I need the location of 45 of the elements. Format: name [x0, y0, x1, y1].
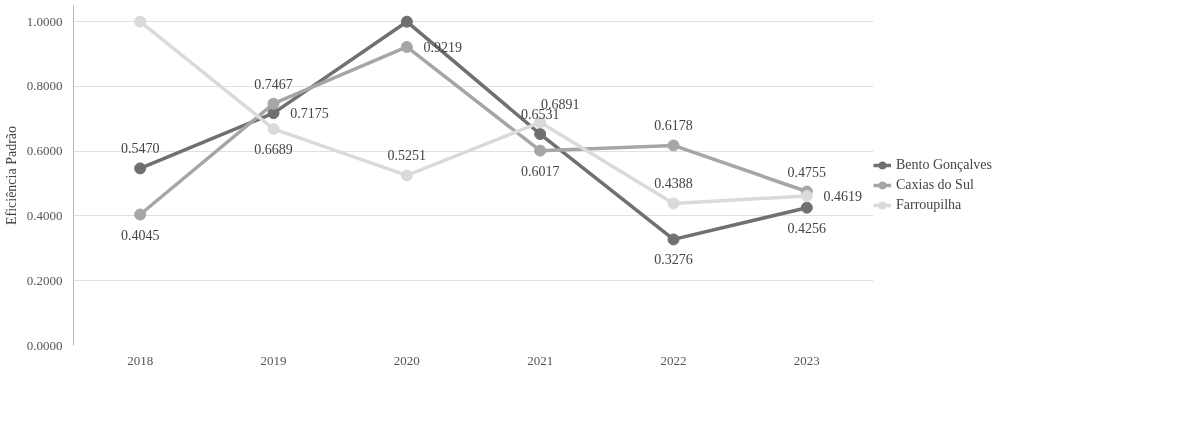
- x-tick-label: 2023: [793, 352, 820, 368]
- data-label: 0.6017: [520, 163, 560, 179]
- data-label: 0.7175: [290, 106, 329, 122]
- point: [800, 189, 813, 202]
- y-tick-label: 0.4000: [26, 207, 63, 223]
- point: [400, 169, 413, 182]
- x-tick-label: 2018: [127, 352, 154, 368]
- y-tick-label: 0.6000: [26, 143, 63, 159]
- data-label: 0.5251: [387, 148, 427, 164]
- data-label: 0.4045: [120, 227, 160, 243]
- y-tick-label: 0.8000: [26, 78, 63, 94]
- data-label: 0.4755: [787, 164, 827, 180]
- point: [400, 15, 413, 28]
- point: [400, 40, 413, 53]
- data-label: 0.7467: [254, 76, 293, 92]
- point: [267, 97, 280, 110]
- data-label: 0.4619: [823, 188, 863, 204]
- legend-label: Caxias do Sul: [896, 177, 974, 193]
- point: [800, 201, 813, 214]
- point: [267, 122, 280, 135]
- y-tick-label: 0.0000: [26, 337, 63, 353]
- data-label: 0.4256: [787, 220, 827, 236]
- data-label: 0.3276: [654, 252, 693, 268]
- point: [534, 128, 547, 141]
- y-axis-title: Eficiência Padrão: [3, 125, 19, 226]
- y-tick-label: 1.0000: [26, 13, 63, 29]
- point: [667, 233, 680, 246]
- point: [134, 162, 147, 175]
- data-label: 0.6689: [254, 141, 293, 157]
- point: [667, 139, 680, 152]
- data-label: 0.5470: [120, 141, 160, 157]
- point: [667, 197, 680, 210]
- point: [134, 15, 147, 28]
- point: [134, 208, 147, 221]
- point: [534, 144, 547, 157]
- legend-label: Bento Gonçalves: [896, 157, 993, 173]
- x-tick-label: 2020: [393, 352, 420, 368]
- x-tick-label: 2021: [527, 352, 554, 368]
- data-label: 0.4388: [654, 176, 693, 192]
- data-label: 0.6178: [654, 118, 693, 134]
- x-tick-label: 2022: [660, 352, 687, 368]
- x-tick-label: 2019: [260, 352, 287, 368]
- point: [267, 107, 280, 120]
- y-tick-label: 0.2000: [26, 272, 63, 288]
- legend-label: Farroupilha: [896, 197, 962, 213]
